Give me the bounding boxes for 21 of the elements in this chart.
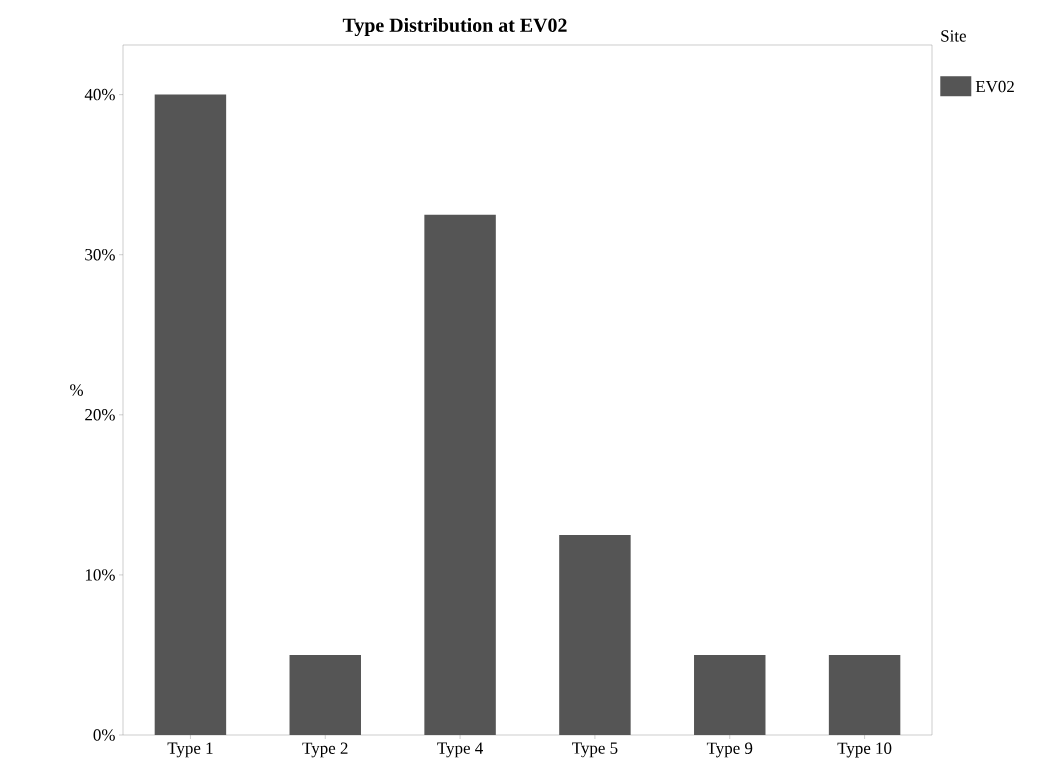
- x-tick-label: Type 1: [167, 742, 213, 758]
- y-tick-label: 0%: [93, 729, 115, 741]
- bar: [828, 654, 901, 735]
- chart-title: Type Distribution at EV02: [342, 17, 567, 37]
- bar: [694, 654, 766, 735]
- y-tick-label: 30%: [85, 248, 115, 261]
- legend-label: EV02: [975, 80, 1014, 93]
- y-tick-label: 10%: [85, 569, 115, 581]
- x-tick-label: Type 10: [837, 742, 892, 758]
- y-tick-label: 20%: [85, 409, 115, 421]
- x-tick-label: Type 4: [437, 742, 483, 758]
- y-axis-title: %: [70, 384, 84, 396]
- legend-title: Site: [941, 30, 966, 42]
- x-tick-label: Type 5: [572, 742, 618, 758]
- x-tick-label: Type 2: [302, 742, 348, 758]
- bar: [424, 214, 496, 735]
- bar: [154, 94, 227, 735]
- bar: [289, 654, 361, 735]
- bar: [559, 534, 631, 735]
- y-tick-label: 40%: [84, 88, 115, 101]
- x-tick-label: Type 9: [706, 742, 753, 758]
